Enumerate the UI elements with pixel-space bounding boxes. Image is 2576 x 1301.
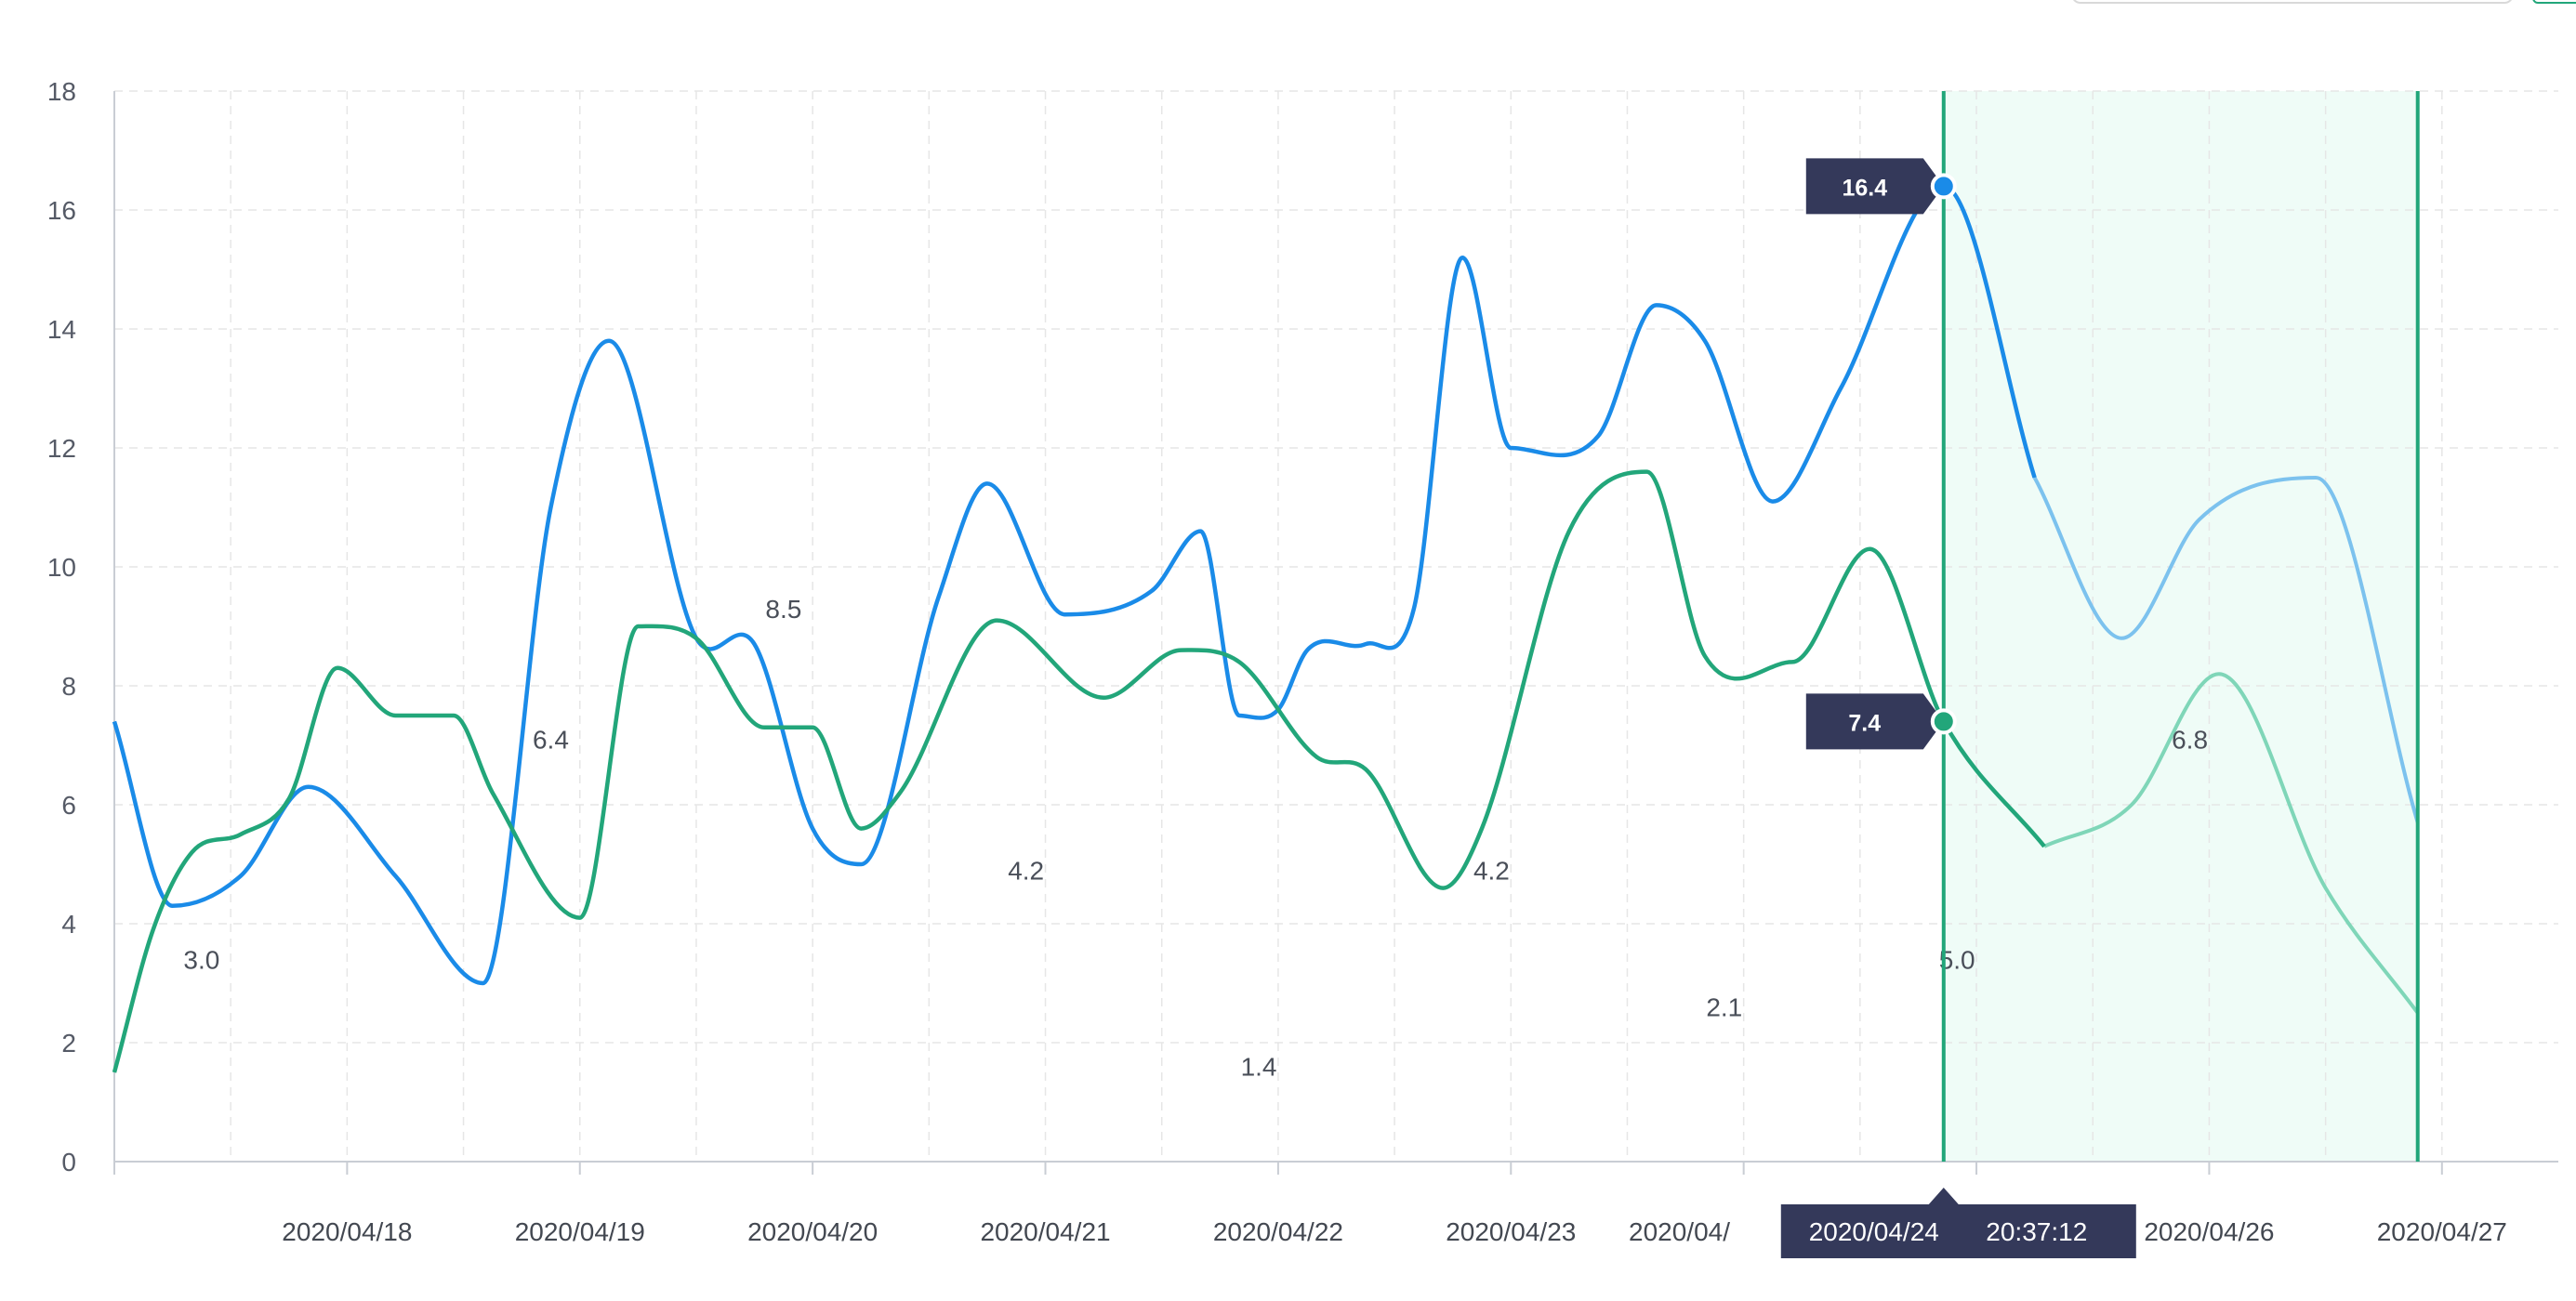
grid-layer [114,90,2558,1162]
data-label: 3.0 [183,945,219,974]
value-tooltip-box [1805,158,1944,215]
cursor-point [1930,708,1957,735]
series-1-line [112,184,2037,986]
x-tick-label: 2020/04/27 [2377,1217,2507,1246]
selection-band [1943,91,2418,1162]
y-tick-label: 8 [61,672,76,701]
value-tooltip-text: 16.4 [1842,175,1887,201]
y-tick-label: 2 [61,1029,76,1058]
series-2-value-tooltip: 7.4 [1805,693,1957,750]
top-right-button[interactable] [2532,0,2576,4]
data-label: 2.1 [1706,993,1742,1022]
x-tick-label: 2020/04/23 [1446,1217,1576,1246]
data-label: 6.8 [2172,726,2208,755]
y-tick-label: 0 [61,1148,76,1176]
x-tick-label: 2020/04/18 [282,1217,412,1246]
data-label: 8.5 [765,595,801,624]
y-tick-label: 18 [47,77,76,106]
x-tick-label: 2020/04/26 [2144,1217,2274,1246]
x-tick-label: 2020/04/22 [1213,1217,1343,1246]
x-tick-label: 2020/04/19 [515,1217,645,1246]
selection-band-layer [1943,91,2418,1162]
y-tick-label: 10 [47,553,76,582]
series-layer [112,184,2420,1073]
datetime-date-label: 2020/04/24 [1809,1217,1939,1246]
datetime-tooltip: 2020/04/24 20:37:12 [1780,1188,2136,1258]
y-tick-label: 6 [61,791,76,820]
axis-layer: 0 2 4 6 8 10 12 14 16 18 2020/04/18 2020/04/19 2020/… [47,77,2558,1246]
value-tooltip-box [1805,693,1944,750]
cursor-point [1930,173,1957,200]
datetime-time-label: 20:37:12 [1986,1217,2087,1246]
y-tick-label: 14 [47,315,76,344]
data-label: 6.4 [533,726,569,755]
y-tick-label: 4 [61,910,76,939]
data-label-layer: 3.06.48.54.21.44.22.15.06.8 [183,595,2208,1082]
series-1-line-future [2032,475,2420,823]
crosshair-layer[interactable]: 16.4 7.4 2020/04/24 20:37:12 [1780,91,2420,1258]
data-label: 4.2 [1008,856,1044,885]
datetime-tooltip-box [1780,1188,2136,1258]
x-tick-label: 2020/04/20 [747,1217,878,1246]
data-label: 1.4 [1241,1053,1277,1082]
x-tick-label: 2020/04/ [1629,1217,1730,1246]
y-tick-label: 16 [47,196,76,225]
series-2-line-future [2043,672,2420,1015]
series-1-value-tooltip: 16.4 [1805,158,1957,215]
data-label: 4.2 [1473,856,1510,885]
y-tick-label: 12 [47,434,76,463]
series-2-line [112,469,2046,1073]
value-tooltip-text: 7.4 [1848,710,1881,736]
x-tick-label: 2020/04/21 [980,1217,1110,1246]
